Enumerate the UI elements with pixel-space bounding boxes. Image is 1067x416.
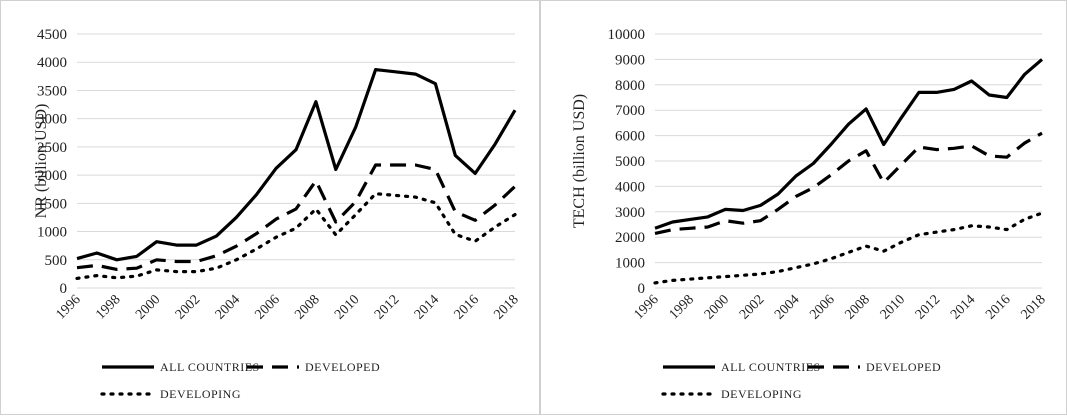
tech-chart-panel: 0 1000 2000 3000 4000 5000 6000 7000 8000 9000 100… bbox=[540, 0, 1067, 415]
y-tick-label: 0 bbox=[60, 281, 68, 297]
series-line-developed bbox=[76, 163, 517, 271]
nr-chart-panel: 0 500 1000 1500 2000 2500 3000 3500 4000 4500 NR (… bbox=[0, 0, 540, 415]
x-tick-label: 2014 bbox=[412, 292, 442, 322]
legend-label: ALL COUNTRIES bbox=[721, 360, 821, 374]
legend-item: DEVELOPING bbox=[100, 387, 241, 401]
legend-label: DEVELOPING bbox=[160, 387, 241, 401]
series-line-developed bbox=[654, 131, 1043, 235]
y-tick-label: 8000 bbox=[615, 78, 645, 94]
series-line-all-countries bbox=[654, 58, 1044, 230]
legend-item: ALL COUNTRIES bbox=[663, 360, 821, 374]
y-tick-label: 4000 bbox=[615, 179, 645, 195]
x-tick-label: 2008 bbox=[843, 292, 873, 322]
y-tick-label: 10000 bbox=[608, 27, 646, 43]
series-line-developing bbox=[653, 211, 1044, 285]
tech-line-chart: 0 1000 2000 3000 4000 5000 6000 7000 8000 9000 100… bbox=[571, 27, 1049, 401]
y-tick-label: 5000 bbox=[615, 154, 645, 170]
y-axis-title: NR (billion USD) bbox=[33, 104, 50, 219]
y-tick-label: 3500 bbox=[37, 83, 67, 99]
y-tick-label: 1000 bbox=[615, 256, 645, 272]
legend-item: DEVELOPED bbox=[808, 360, 941, 374]
x-tick-label: 2002 bbox=[173, 292, 203, 322]
x-tick-label: 2008 bbox=[292, 292, 322, 322]
legend-label: ALL COUNTRIES bbox=[160, 360, 260, 374]
y-tick-label: 2000 bbox=[37, 168, 67, 184]
x-tick-label: 1996 bbox=[631, 292, 661, 322]
legend-label: DEVELOPING bbox=[721, 387, 802, 401]
legend-item: DEVELOPED bbox=[247, 360, 380, 374]
y-axis-title: TECH (billion USD) bbox=[571, 94, 588, 228]
x-tick-label: 2010 bbox=[332, 292, 362, 322]
x-tick-label: 2018 bbox=[491, 292, 521, 322]
y-tick-label: 4000 bbox=[37, 55, 67, 71]
x-tick-label: 2010 bbox=[878, 292, 908, 322]
y-tick-label: 6000 bbox=[615, 129, 645, 145]
series-line-developing bbox=[75, 192, 517, 280]
x-tick-label: 1996 bbox=[53, 292, 83, 322]
x-tick-label: 2016 bbox=[983, 292, 1013, 322]
y-tick-label: 7000 bbox=[615, 103, 645, 119]
y-tick-label: 2000 bbox=[615, 230, 645, 246]
x-tick-label: 2002 bbox=[737, 292, 767, 322]
y-tick-label: 3000 bbox=[37, 112, 67, 128]
series-line-all-countries bbox=[76, 67, 517, 262]
x-tick-label: 2018 bbox=[1018, 292, 1048, 322]
y-tick-label: 500 bbox=[45, 253, 68, 269]
x-tick-label: 2006 bbox=[807, 292, 837, 322]
legend-label: DEVELOPED bbox=[305, 360, 380, 374]
legend-label: DEVELOPED bbox=[866, 360, 941, 374]
y-tick-label: 1500 bbox=[37, 196, 67, 212]
x-tick-label: 2004 bbox=[213, 292, 243, 322]
x-tick-label: 2006 bbox=[253, 292, 283, 322]
x-tick-label: 2000 bbox=[702, 292, 732, 322]
y-tick-label: 4500 bbox=[37, 27, 67, 43]
y-tick-label: 9000 bbox=[615, 52, 645, 68]
x-tick-label: 2000 bbox=[133, 292, 163, 322]
nr-line-chart: 0 500 1000 1500 2000 2500 3000 3500 4000 4500 NR (… bbox=[33, 27, 522, 401]
x-tick-label: 2016 bbox=[452, 292, 482, 322]
x-tick-label: 2004 bbox=[772, 292, 802, 322]
x-tick-label: 2012 bbox=[372, 292, 402, 322]
x-tick-label: 2012 bbox=[913, 292, 943, 322]
x-tick-label: 1998 bbox=[667, 292, 697, 322]
y-tick-label: 2500 bbox=[37, 140, 67, 156]
x-tick-label: 1998 bbox=[93, 292, 123, 322]
x-tick-label: 2014 bbox=[948, 292, 978, 322]
y-tick-label: 3000 bbox=[615, 205, 645, 221]
y-tick-label: 0 bbox=[638, 281, 646, 297]
legend-item: DEVELOPING bbox=[661, 387, 802, 401]
legend-item: ALL COUNTRIES bbox=[102, 360, 260, 374]
y-tick-label: 1000 bbox=[37, 225, 67, 241]
